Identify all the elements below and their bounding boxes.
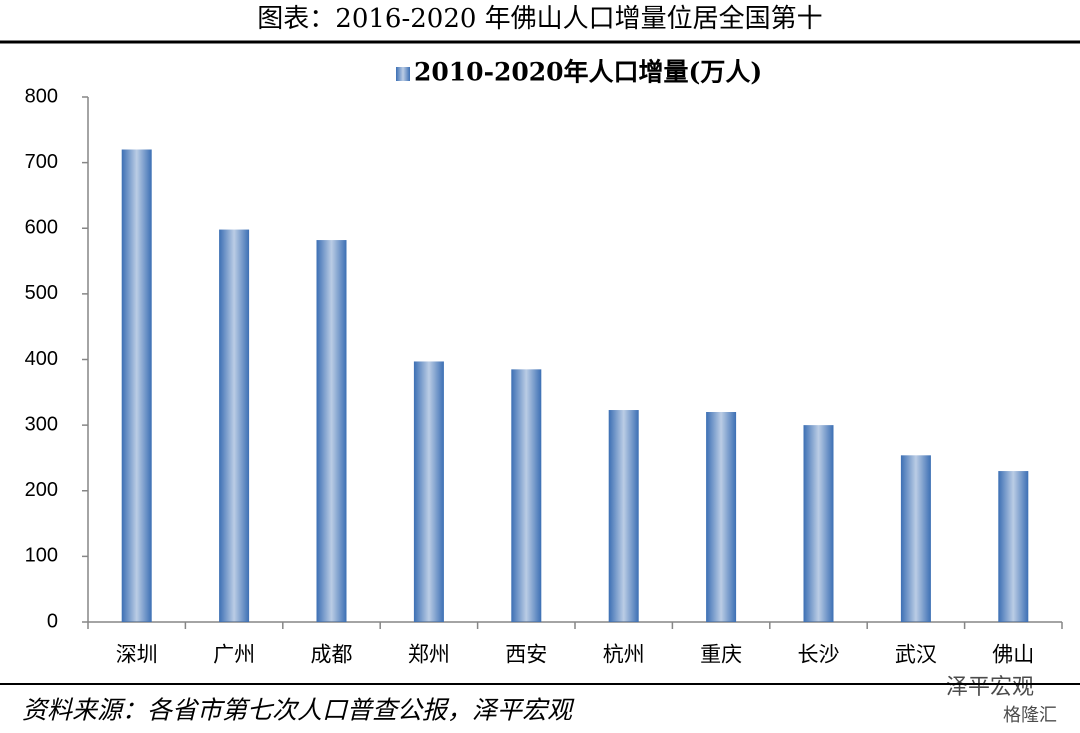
y-tick-label: 100 [25, 545, 58, 567]
y-tick-label: 700 [25, 151, 58, 173]
bar [219, 229, 250, 622]
x-tick-label: 成都 [311, 643, 353, 667]
x-tick-label: 佛山 [992, 643, 1034, 667]
bar [803, 425, 834, 622]
legend-swatch [396, 67, 410, 81]
y-tick-label: 200 [25, 479, 58, 501]
bar [413, 361, 444, 622]
y-tick-label: 300 [25, 413, 58, 435]
x-tick-label: 深圳 [116, 643, 158, 667]
y-tick-label: 400 [25, 348, 58, 370]
source-note: 资料来源：各省市第七次人口普查公报，泽平宏观 [22, 696, 575, 725]
bar [706, 412, 737, 622]
x-tick-label: 重庆 [700, 643, 742, 667]
chart-title: 图表：2016-2020 年佛山人口增量位居全国第十 [257, 4, 822, 34]
bar [121, 149, 152, 622]
x-tick-label: 广州 [213, 643, 255, 667]
x-tick-label: 杭州 [603, 643, 645, 667]
x-tick-label: 武汉 [895, 643, 937, 667]
x-tick-label: 郑州 [408, 643, 450, 667]
y-tick-label: 500 [25, 282, 58, 304]
bar [511, 369, 542, 622]
bar [316, 240, 347, 622]
y-tick-label: 0 [47, 610, 58, 632]
x-tick-label: 长沙 [798, 643, 840, 667]
legend-label: 2010-2020年人口增量(万人) [414, 58, 762, 87]
x-tick-label: 西安 [505, 643, 547, 667]
y-tick-label: 800 [25, 85, 58, 107]
bar [998, 471, 1029, 622]
bar [900, 455, 931, 622]
y-tick-label: 600 [25, 217, 58, 239]
bar [608, 410, 639, 622]
watermark: 格隆汇 [1003, 705, 1057, 726]
watermark: 泽平宏观 [946, 675, 1034, 700]
